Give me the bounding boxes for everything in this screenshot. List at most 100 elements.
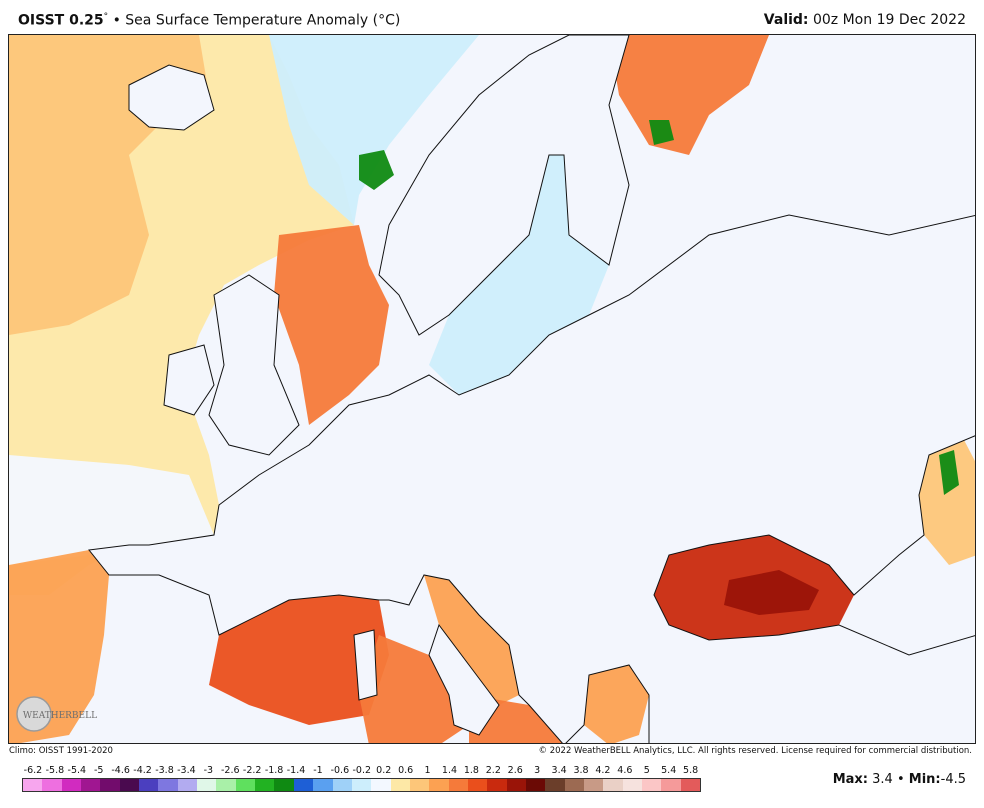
colorbar-swatch: [642, 779, 662, 791]
title-bullet: •: [112, 12, 121, 29]
valid-time-value: 00z Mon 19 Dec 2022: [812, 12, 966, 28]
colorbar-label: -5: [93, 765, 104, 776]
colorbar-swatch: [409, 779, 430, 791]
product-title: Sea Surface Temperature Anomaly (°C): [125, 12, 401, 29]
colorbar-swatch: [23, 779, 43, 791]
iceland: [128, 64, 215, 131]
colorbar-label: 1.8: [463, 765, 479, 776]
colorbar-label: 1: [424, 765, 431, 776]
colorbar-label: -1.8: [264, 765, 284, 776]
colorbar-label: 0.2: [376, 765, 392, 776]
product-name: OISST 0.25: [18, 12, 104, 29]
colorbar-swatch: [235, 779, 256, 791]
colorbar-swatch: [119, 779, 140, 791]
colorbar-label: -4.2: [133, 765, 152, 776]
colorbar-labels: -6.2 -5.8 -5.4 -5 -4.6 -4.2 -3.8 -3.4 -3 -2.6 -2.2…: [14, 765, 714, 777]
colorbar-label: 3: [534, 765, 541, 776]
colorbar-label: 0.6: [398, 765, 414, 776]
colorbar-label: -3.4: [177, 765, 196, 776]
colorbar-swatch: [61, 779, 82, 791]
valid-time: Valid: 00z Mon 19 Dec 2022: [764, 12, 966, 28]
colorbar-swatch: [197, 779, 217, 791]
british-isles: [208, 274, 300, 456]
colorbar-label: 3.8: [573, 765, 589, 776]
region-north_sea: [274, 225, 389, 425]
region-tyrrhenian: [359, 635, 469, 743]
region-iberian_margin: [9, 550, 109, 743]
colorbar-label: 4.6: [617, 765, 633, 776]
copyright-note: © 2022 WeatherBELL Analytics, LLC. All r…: [538, 746, 972, 756]
colorbar-swatch: [332, 779, 352, 791]
colorbar-label: -0.6: [330, 765, 350, 776]
colorbar-swatch: [545, 779, 565, 791]
colorbar-label: -0.2: [352, 765, 372, 776]
colorbar-label: 5.4: [661, 765, 677, 776]
region-baltic: [429, 155, 609, 395]
colorbar-label: -2.2: [242, 765, 262, 776]
colorbar-swatch: [313, 779, 333, 791]
colorbar-label: -5.4: [67, 765, 87, 776]
colorbar-swatch: [583, 779, 604, 791]
colorbar-label: 2.2: [485, 765, 501, 776]
logo-text: WEATHERBELL: [23, 711, 97, 721]
region-adriatic: [424, 575, 519, 705]
colorbar-label: -1: [313, 765, 323, 776]
colorbar-swatch: [42, 779, 62, 791]
colorbar-swatch: [390, 779, 410, 791]
sardinia-corsica: [353, 629, 378, 701]
colorbar-label: 4.2: [595, 765, 611, 776]
colorbar-swatch: [81, 779, 101, 791]
colorbar-label: -5.8: [45, 765, 65, 776]
region-aegean: [584, 665, 649, 743]
colorbar-label: -3.8: [155, 765, 174, 776]
colorbar-label: 1.4: [441, 765, 458, 776]
degree-mark: °: [103, 12, 109, 22]
climo-note: Climo: OISST 1991-2020: [9, 746, 113, 756]
colorbar-swatch: [661, 779, 681, 791]
min-label: Min:: [908, 772, 941, 787]
colorbar-swatch: [177, 779, 198, 791]
colorbar-swatch: [158, 779, 178, 791]
colorbar-swatch: [448, 779, 468, 791]
max-value: 3.4: [872, 772, 893, 787]
colorbar-label: -6.2: [23, 765, 43, 776]
max-label: Max:: [832, 772, 868, 787]
colorbar-swatch: [429, 779, 449, 791]
colorbar-label: 5.8: [683, 765, 699, 776]
weatherbell-logo: WEATHERBELL: [14, 692, 100, 736]
max-min-readout: Max: 3.4 • Min:-4.5: [833, 772, 966, 787]
region-caspian: [919, 440, 975, 565]
min-value: -4.5: [940, 772, 966, 787]
colorbar-label: -1.4: [286, 765, 306, 776]
colorbar-swatch: [680, 779, 701, 791]
colorbar-swatch: [216, 779, 236, 791]
colorbar-swatch: [525, 779, 546, 791]
region-atlantic_south: [9, 455, 214, 565]
ireland: [163, 344, 215, 416]
region-barents_white: [609, 35, 769, 155]
colorbar-label: 5: [643, 765, 650, 776]
colorbar: [22, 778, 701, 792]
stats-separator: •: [896, 772, 905, 787]
header: OISST 0.25° • Sea Surface Temperature An…: [0, 0, 984, 34]
land-outlines: [88, 35, 975, 743]
map-title: OISST 0.25° • Sea Surface Temperature An…: [18, 12, 400, 29]
colorbar-swatch: [564, 779, 584, 791]
region-norwegian_sea: [269, 35, 479, 225]
colorbar-label: -4.6: [111, 765, 130, 776]
colorbar-swatch: [255, 779, 275, 791]
continent: [88, 214, 975, 743]
colorbar-label: 2.6: [507, 765, 523, 776]
colorbar-swatch: [274, 779, 294, 791]
scandinavia: [378, 35, 630, 336]
colorbar-swatch: [467, 779, 488, 791]
italy: [428, 623, 500, 736]
colorbar-swatch: [371, 779, 391, 791]
region-black_sea_core: [724, 570, 819, 615]
region-western_med: [209, 595, 389, 725]
colorbar-label: -3: [203, 765, 214, 776]
colorbar-label: -2.6: [220, 765, 240, 776]
colorbar-swatch: [487, 779, 507, 791]
logo-graphic: WEATHERBELL: [16, 696, 97, 732]
colorbar-swatch: [139, 779, 159, 791]
